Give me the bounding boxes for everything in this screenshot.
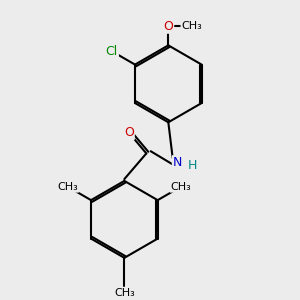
Text: CH₃: CH₃ [182,21,202,31]
Text: O: O [124,126,134,139]
Text: O: O [164,20,173,33]
Text: Cl: Cl [106,45,118,58]
Text: CH₃: CH₃ [58,182,78,192]
Text: CH₃: CH₃ [114,288,135,298]
Text: CH₃: CH₃ [170,182,191,192]
Text: H: H [188,159,198,172]
Text: N: N [173,156,182,169]
